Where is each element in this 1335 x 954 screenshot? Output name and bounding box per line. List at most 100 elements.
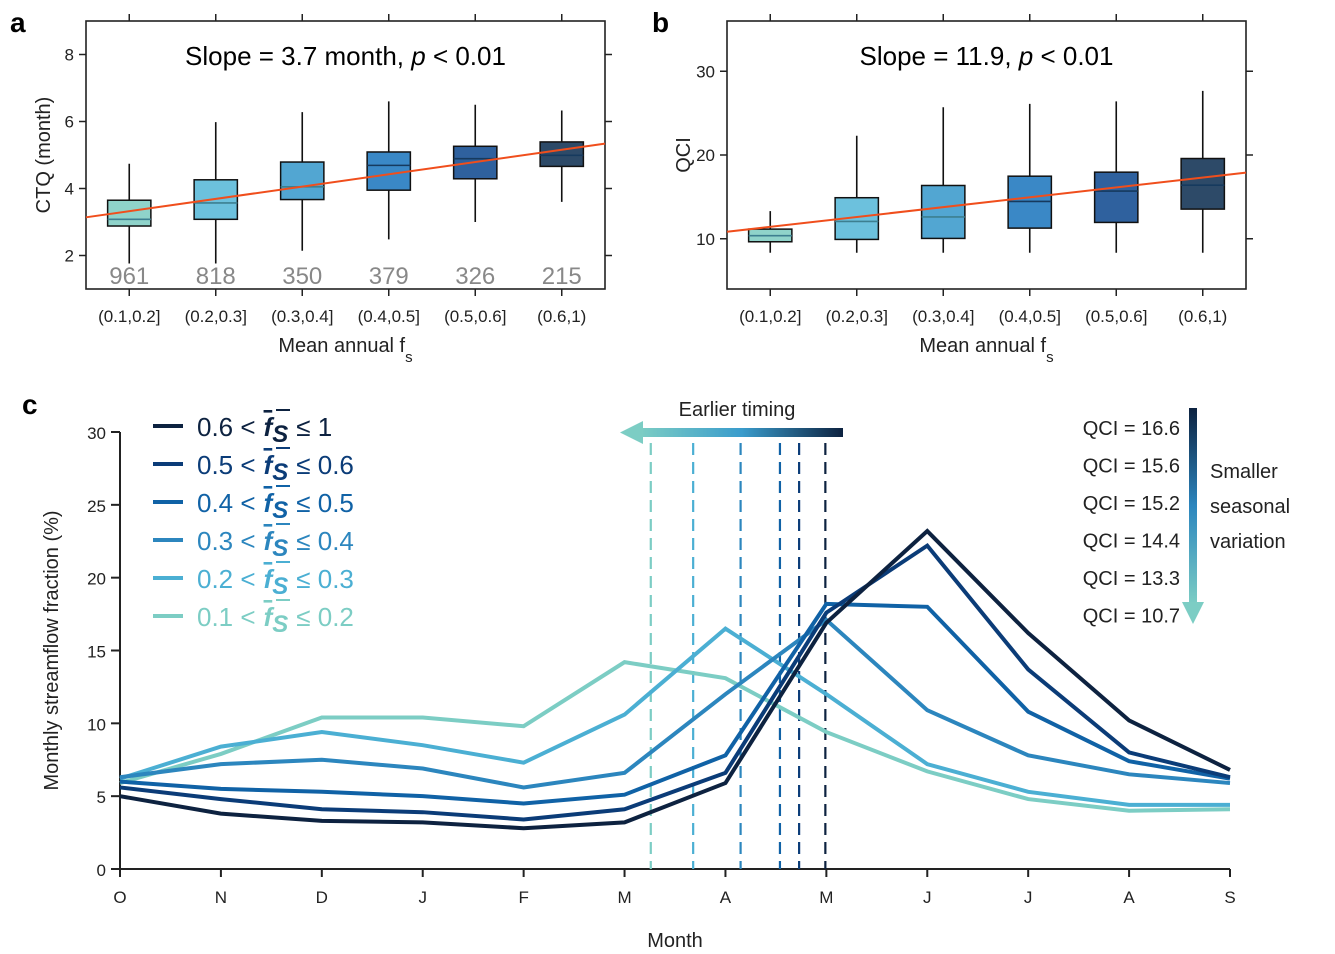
legend-upper-bound: ≤ 0.2 [296,602,354,632]
legend-label: 0.2 < fS ≤ 0.3 [197,564,354,600]
x-tick-label: (0.6,1) [537,307,586,326]
trend-line [85,142,606,219]
legend-label: 0.6 < fS ≤ 1 [197,412,332,448]
x-tick-label: (0.2,0.3] [826,307,888,326]
legend-variable: f [264,602,275,632]
y-tick-label: 6 [65,113,74,132]
p-value-text: < 0.01 [426,41,506,71]
x-axis-label-subscript: s [1046,349,1054,366]
x-tick-label: (0.2,0.3] [185,307,247,326]
earlier-timing-arrow [640,428,843,437]
variation-label-line: Smaller [1210,461,1278,483]
y-axis-label: Monthly streamflow fraction (%) [41,510,63,790]
y-tick-label: 20 [87,570,106,589]
x-tick-label: S [1224,888,1235,907]
sample-count-label: 961 [109,263,149,290]
legend-upper-bound: ≤ 0.5 [296,488,354,518]
y-tick-label: 8 [65,46,74,65]
legend-lower-bound: 0.2 < [197,564,256,594]
y-tick-label: 15 [87,643,106,662]
plot-frame [85,20,606,290]
variation-label-line: seasonal [1210,496,1290,518]
slope-text: Slope = 11.9, [860,41,1019,71]
series-line [119,626,1230,807]
x-tick-label: O [113,888,126,907]
box-iqr [452,145,498,180]
x-axis-label: Mean annual fs [278,335,412,366]
x-axis-label-text: Mean annual f [919,335,1046,357]
qci-label: QCI = 15.6 [1083,456,1180,478]
legend-variable: f [264,526,275,556]
y-tick-label: 2 [65,247,74,266]
arrow-left-icon [620,421,643,444]
x-tick-label: (0.5,0.6] [1085,307,1147,326]
x-tick-label: (0.3,0.4] [271,307,333,326]
y-tick-label: 0 [97,861,106,880]
legend-upper-bound: ≤ 1 [296,412,332,442]
sample-count-label: 818 [196,263,236,290]
smaller-variation-arrow [1189,408,1197,604]
y-tick-label: 25 [87,497,106,516]
y-tick-label: 20 [696,146,715,165]
legend-variable-subscript: S [272,573,288,600]
x-axis-label-text: Mean annual f [278,335,405,357]
series-line [119,617,1231,790]
legend-variable: f [264,412,275,442]
p-symbol: p [1018,41,1033,71]
sample-count-label: 326 [455,263,495,290]
legend-lower-bound: 0.6 < [197,412,256,442]
y-tick-label: 10 [87,715,106,734]
x-tick-label: J [418,888,427,907]
legend-label: 0.3 < fS ≤ 0.4 [197,526,354,562]
series-line [119,542,1231,822]
panel-c-line-chart: 0 5 10 15 20 25 30 O N D J F M A M J J A S Month Monthly str… [41,399,1290,952]
y-tick-label: 10 [696,230,715,249]
legend-upper-bound: ≤ 0.3 [296,564,354,594]
panel-label-c: c [22,389,38,420]
legend-variable-subscript: S [272,459,288,486]
legend-variable-subscript: S [272,611,288,638]
x-tick-label: (0.3,0.4] [912,307,974,326]
legend-label: 0.4 < fS ≤ 0.5 [197,488,354,524]
legend-upper-bound: ≤ 0.6 [296,450,354,480]
y-tick-label: 30 [87,424,106,443]
qci-label: QCI = 13.3 [1083,568,1180,590]
x-axis-label-subscript: s [405,349,413,366]
legend-lower-bound: 0.4 < [197,488,256,518]
legend-variable-subscript: S [272,497,288,524]
x-tick-label: D [316,888,328,907]
box-iqr [193,179,239,221]
panel-label-a: a [10,7,26,38]
x-tick-label: A [1123,888,1135,907]
legend-upper-bound: ≤ 0.4 [296,526,354,556]
box-iqr [1180,157,1226,210]
series-line [119,528,1231,831]
legend-label: 0.1 < fS ≤ 0.2 [197,602,354,638]
panel-label-b: b [652,7,669,38]
y-tick-label: 5 [97,788,106,807]
slope-annotation: Slope = 11.9, p < 0.01 [860,41,1114,71]
legend-variable: f [264,488,275,518]
x-tick-label: M [617,888,631,907]
legend-lower-bound: 0.3 < [197,526,256,556]
x-axis-label: Mean annual fs [919,335,1053,366]
x-tick-label: A [720,888,732,907]
x-tick-label: (0.4,0.5] [358,307,420,326]
arrow-down-icon [1182,602,1204,624]
sample-count-label: 215 [542,263,582,290]
y-tick-label: 30 [696,62,715,81]
qci-label: QCI = 15.2 [1083,493,1180,515]
box-iqr [279,161,325,201]
box-iqr [920,184,966,240]
box-iqr [366,151,412,191]
qci-label: QCI = 10.7 [1083,606,1180,628]
x-tick-label: J [923,888,932,907]
variation-label-line: variation [1210,531,1286,553]
legend-variable: f [264,564,275,594]
x-tick-label: (0.6,1) [1178,307,1227,326]
panel-a-boxplot: 2 4 6 8 (0.1,0.2] 961 (0.2,0.3] 818 (0.3,0.4] 350… [33,14,612,366]
y-axis-label: QCI [673,137,695,173]
box-iqr [539,141,585,168]
x-tick-label: F [518,888,528,907]
